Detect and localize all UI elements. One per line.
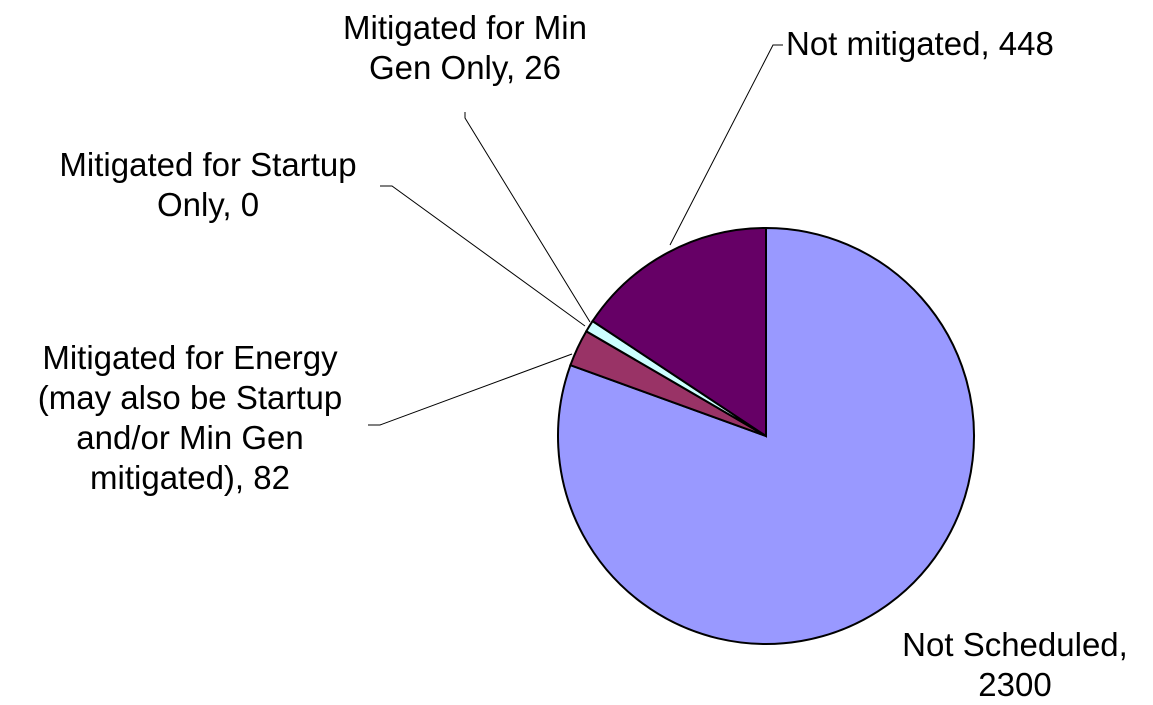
pie-slice [557, 226, 975, 645]
label-value: 2300 [978, 666, 1052, 703]
leader-line [368, 353, 573, 426]
label-separator: , [505, 49, 525, 86]
leader-line [669, 44, 783, 246]
pie-slice [591, 226, 767, 438]
slice-label: Not mitigated, 448 [786, 24, 1116, 64]
label-category: Not mitigated [786, 25, 981, 62]
label-category: Not Scheduled [902, 626, 1119, 663]
label-value: 82 [253, 459, 290, 496]
slice-label: Mitigated for Startup Only, 0 [28, 145, 388, 225]
label-category: Mitigated for Energy (may also be Startu… [37, 339, 343, 496]
label-separator: , [222, 186, 241, 223]
label-value: 448 [998, 25, 1054, 62]
leader-line [380, 185, 586, 327]
leader-line [464, 112, 591, 323]
label-value: 0 [240, 186, 260, 223]
label-separator: , [980, 25, 999, 62]
label-category: Mitigated for Startup Only [59, 146, 357, 223]
label-separator: , [234, 459, 254, 496]
slice-label: Mitigated for Min Gen Only, 26 [315, 8, 615, 88]
label-separator: , [1118, 626, 1128, 663]
slice-label: Mitigated for Energy (may also be Startu… [5, 338, 375, 498]
slice-label: Not Scheduled, 2300 [880, 625, 1150, 705]
label-value: 26 [524, 49, 561, 86]
label-category: Mitigated for Min Gen Only [343, 9, 587, 86]
